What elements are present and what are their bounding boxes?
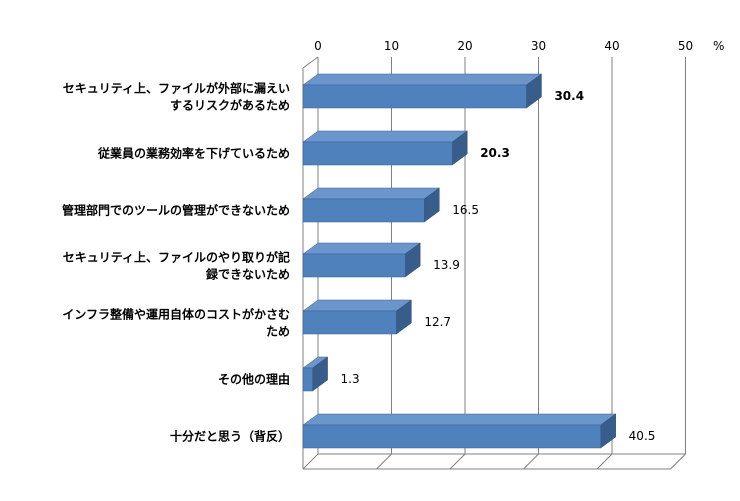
data-label: 13.9 bbox=[433, 258, 460, 272]
value-labels: 30.4 20.3 16.5 13.9 12.7 1.3 40.5 bbox=[341, 89, 656, 443]
bar-top-face bbox=[302, 73, 543, 86]
bar-top-face bbox=[302, 130, 468, 143]
data-label: 16.5 bbox=[452, 203, 479, 217]
category-label: 十分だと思う（背反） bbox=[170, 429, 290, 444]
data-label: 30.4 bbox=[554, 89, 584, 103]
category-label: インフラ整備や運用自体のコストがかさむ bbox=[62, 307, 290, 322]
bar-front-face bbox=[302, 310, 397, 335]
bar-top-face bbox=[302, 299, 413, 312]
bar-front-face bbox=[302, 424, 601, 449]
data-label: 12.7 bbox=[424, 315, 451, 329]
data-label: 40.5 bbox=[629, 429, 656, 443]
x-tick-label: 30 bbox=[531, 39, 546, 53]
x-tick-label: 0 bbox=[314, 39, 322, 53]
bar bbox=[302, 242, 421, 278]
floor-gridline bbox=[596, 453, 613, 470]
x-axis-ticks: 0 10 20 30 40 50 bbox=[314, 39, 693, 53]
bar-front-face bbox=[302, 253, 406, 278]
x-tick-label: 50 bbox=[678, 39, 693, 53]
bar bbox=[302, 413, 617, 449]
data-label: 20.3 bbox=[480, 146, 510, 160]
floor-gridline bbox=[302, 453, 319, 470]
category-label: するリスクがあるため bbox=[170, 98, 290, 113]
data-label: 1.3 bbox=[341, 372, 360, 386]
category-label: ため bbox=[266, 325, 290, 339]
bar bbox=[302, 187, 441, 223]
category-label: 従業員の業務効率を下げているため bbox=[97, 146, 290, 161]
floor-gridline bbox=[449, 453, 466, 470]
bar-front-face bbox=[302, 141, 453, 166]
category-label: 管理部門でのツールの管理ができないため bbox=[62, 203, 290, 218]
bars bbox=[302, 73, 617, 449]
bar bbox=[302, 356, 329, 392]
bar-top-face bbox=[302, 242, 421, 255]
bar bbox=[302, 130, 468, 166]
bar-front-face bbox=[302, 367, 313, 392]
bar bbox=[302, 73, 543, 109]
bar-top-face bbox=[302, 187, 441, 200]
bar-front-face bbox=[302, 198, 425, 223]
bar bbox=[302, 299, 413, 335]
x-tick-label: 10 bbox=[384, 39, 399, 53]
gridlines bbox=[302, 57, 686, 470]
floor-gridline bbox=[523, 453, 539, 470]
axis-wall-top bbox=[302, 56, 319, 69]
floor-gridline bbox=[670, 453, 686, 470]
bar-top-face bbox=[302, 413, 617, 426]
bar-front-face bbox=[302, 84, 527, 109]
category-labels: セキュリティ上、ファイルが外部に漏えいするリスクがあるため従業員の業務効率を下げ… bbox=[62, 81, 290, 444]
category-label: その他の理由 bbox=[218, 372, 290, 387]
category-label: セキュリティ上、ファイルが外部に漏えい bbox=[63, 81, 290, 96]
category-label: セキュリティ上、ファイルのやり取りが記 bbox=[63, 250, 290, 265]
x-tick-label: 40 bbox=[604, 39, 619, 53]
x-tick-label: 20 bbox=[457, 39, 472, 53]
unit-label: % bbox=[713, 39, 724, 53]
floor-gridline bbox=[376, 453, 392, 470]
category-label: 録できないため bbox=[206, 267, 290, 282]
